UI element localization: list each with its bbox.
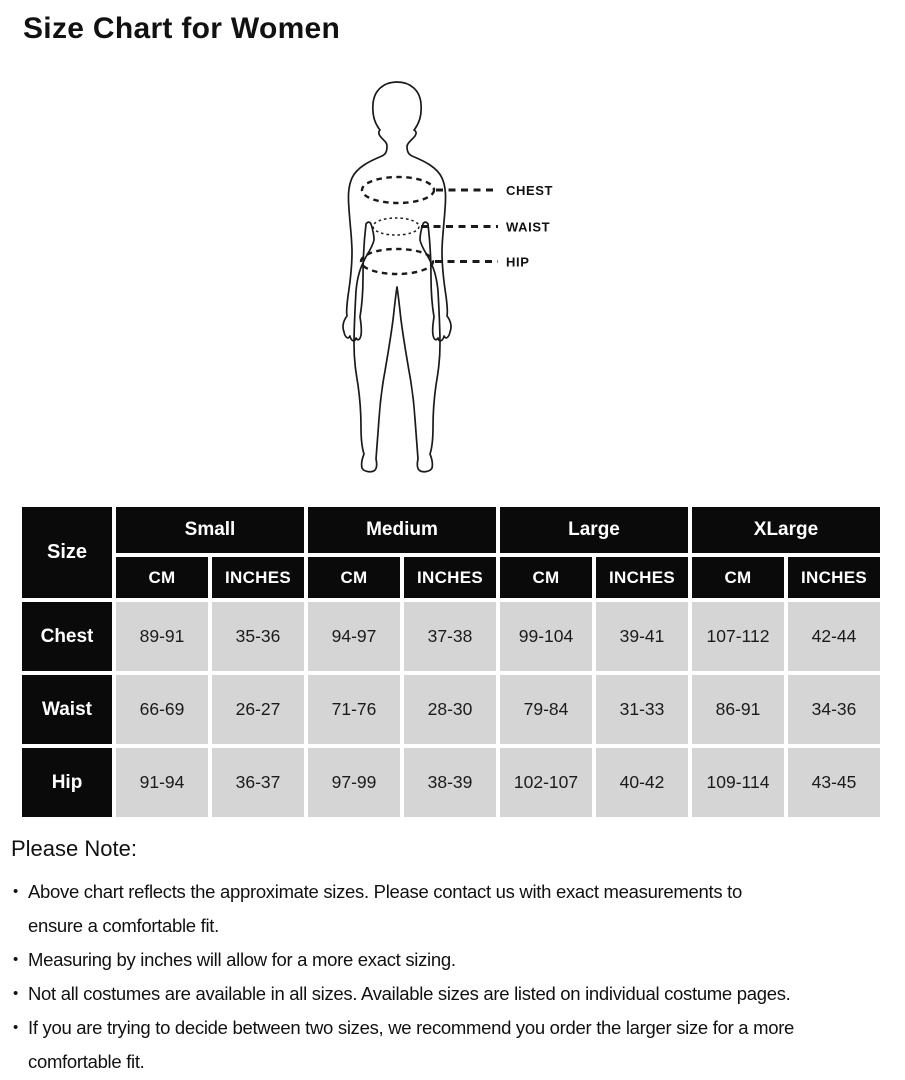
table-cell: 66-69 [116, 675, 208, 744]
table-cell: 42-44 [788, 602, 880, 671]
note-item: Measuring by inches will allow for a mor… [11, 943, 899, 977]
table-cell: 28-30 [404, 675, 496, 744]
table-unit-header-row: CM INCHES CM INCHES CM INCHES CM INCHES [22, 557, 880, 598]
table-cell: 38-39 [404, 748, 496, 817]
group-header-small: Small [116, 507, 304, 553]
group-header-medium: Medium [308, 507, 496, 553]
unit-header: INCHES [788, 557, 880, 598]
table-cell: 94-97 [308, 602, 400, 671]
size-table: Size Small Medium Large XLarge CM INCHES… [18, 503, 884, 821]
table-row-hip: Hip 91-94 36-37 97-99 38-39 102-107 40-4… [22, 748, 880, 817]
note-line: Above chart reflects the approximate siz… [28, 881, 742, 902]
hip-label: HIP [506, 255, 529, 270]
table-cell: 109-114 [692, 748, 784, 817]
note-item: Above chart reflects the approximate siz… [11, 875, 899, 943]
table-cell: 107-112 [692, 602, 784, 671]
page-title: Size Chart for Women [23, 12, 341, 45]
row-label-chest: Chest [22, 602, 112, 671]
hip-measure-ellipse [359, 247, 435, 276]
table-group-header-row: Size Small Medium Large XLarge [22, 507, 880, 598]
size-corner-cell: Size [22, 507, 112, 598]
note-line: comfortable fit. [28, 1051, 145, 1072]
table-cell: 35-36 [212, 602, 304, 671]
table-cell: 91-94 [116, 748, 208, 817]
table-cell: 31-33 [596, 675, 688, 744]
note-line: Not all costumes are available in all si… [28, 983, 791, 1004]
note-line: If you are trying to decide between two … [28, 1017, 795, 1038]
note-item: If you are trying to decide between two … [11, 1011, 899, 1079]
note-line: ensure a comfortable fit. [28, 915, 219, 936]
unit-header: CM [500, 557, 592, 598]
group-header-xlarge: XLarge [692, 507, 880, 553]
table-cell: 43-45 [788, 748, 880, 817]
table-cell: 26-27 [212, 675, 304, 744]
table-cell: 102-107 [500, 748, 592, 817]
table-cell: 36-37 [212, 748, 304, 817]
table-cell: 79-84 [500, 675, 592, 744]
note-item: Not all costumes are available in all si… [11, 977, 899, 1011]
unit-header: CM [308, 557, 400, 598]
notes-heading: Please Note: [11, 836, 137, 861]
table-cell: 97-99 [308, 748, 400, 817]
group-header-large: Large [500, 507, 688, 553]
row-label-waist: Waist [22, 675, 112, 744]
table-cell: 37-38 [404, 602, 496, 671]
unit-header: INCHES [596, 557, 688, 598]
row-label-hip: Hip [22, 748, 112, 817]
table-cell: 99-104 [500, 602, 592, 671]
table-cell: 89-91 [116, 602, 208, 671]
table-cell: 34-36 [788, 675, 880, 744]
note-list: Above chart reflects the approximate siz… [11, 875, 899, 1079]
table-row-chest: Chest 89-91 35-36 94-97 37-38 99-104 39-… [22, 602, 880, 671]
waist-measure-ellipse [372, 217, 420, 236]
body-measurement-diagram: CHEST WAIST HIP [342, 81, 553, 473]
unit-header: CM [116, 557, 208, 598]
unit-header: INCHES [404, 557, 496, 598]
unit-header: INCHES [212, 557, 304, 598]
notes-section: Please Note: Above chart reflects the ap… [11, 836, 899, 1079]
table-cell: 71-76 [308, 675, 400, 744]
waist-label: WAIST [506, 220, 550, 235]
chest-label: CHEST [506, 183, 553, 198]
female-body-outline [342, 81, 452, 473]
chest-measure-ellipse [360, 175, 436, 205]
table-cell: 40-42 [596, 748, 688, 817]
note-line: Measuring by inches will allow for a mor… [28, 949, 456, 970]
unit-header: CM [692, 557, 784, 598]
table-row-waist: Waist 66-69 26-27 71-76 28-30 79-84 31-3… [22, 675, 880, 744]
table-cell: 86-91 [692, 675, 784, 744]
table-cell: 39-41 [596, 602, 688, 671]
